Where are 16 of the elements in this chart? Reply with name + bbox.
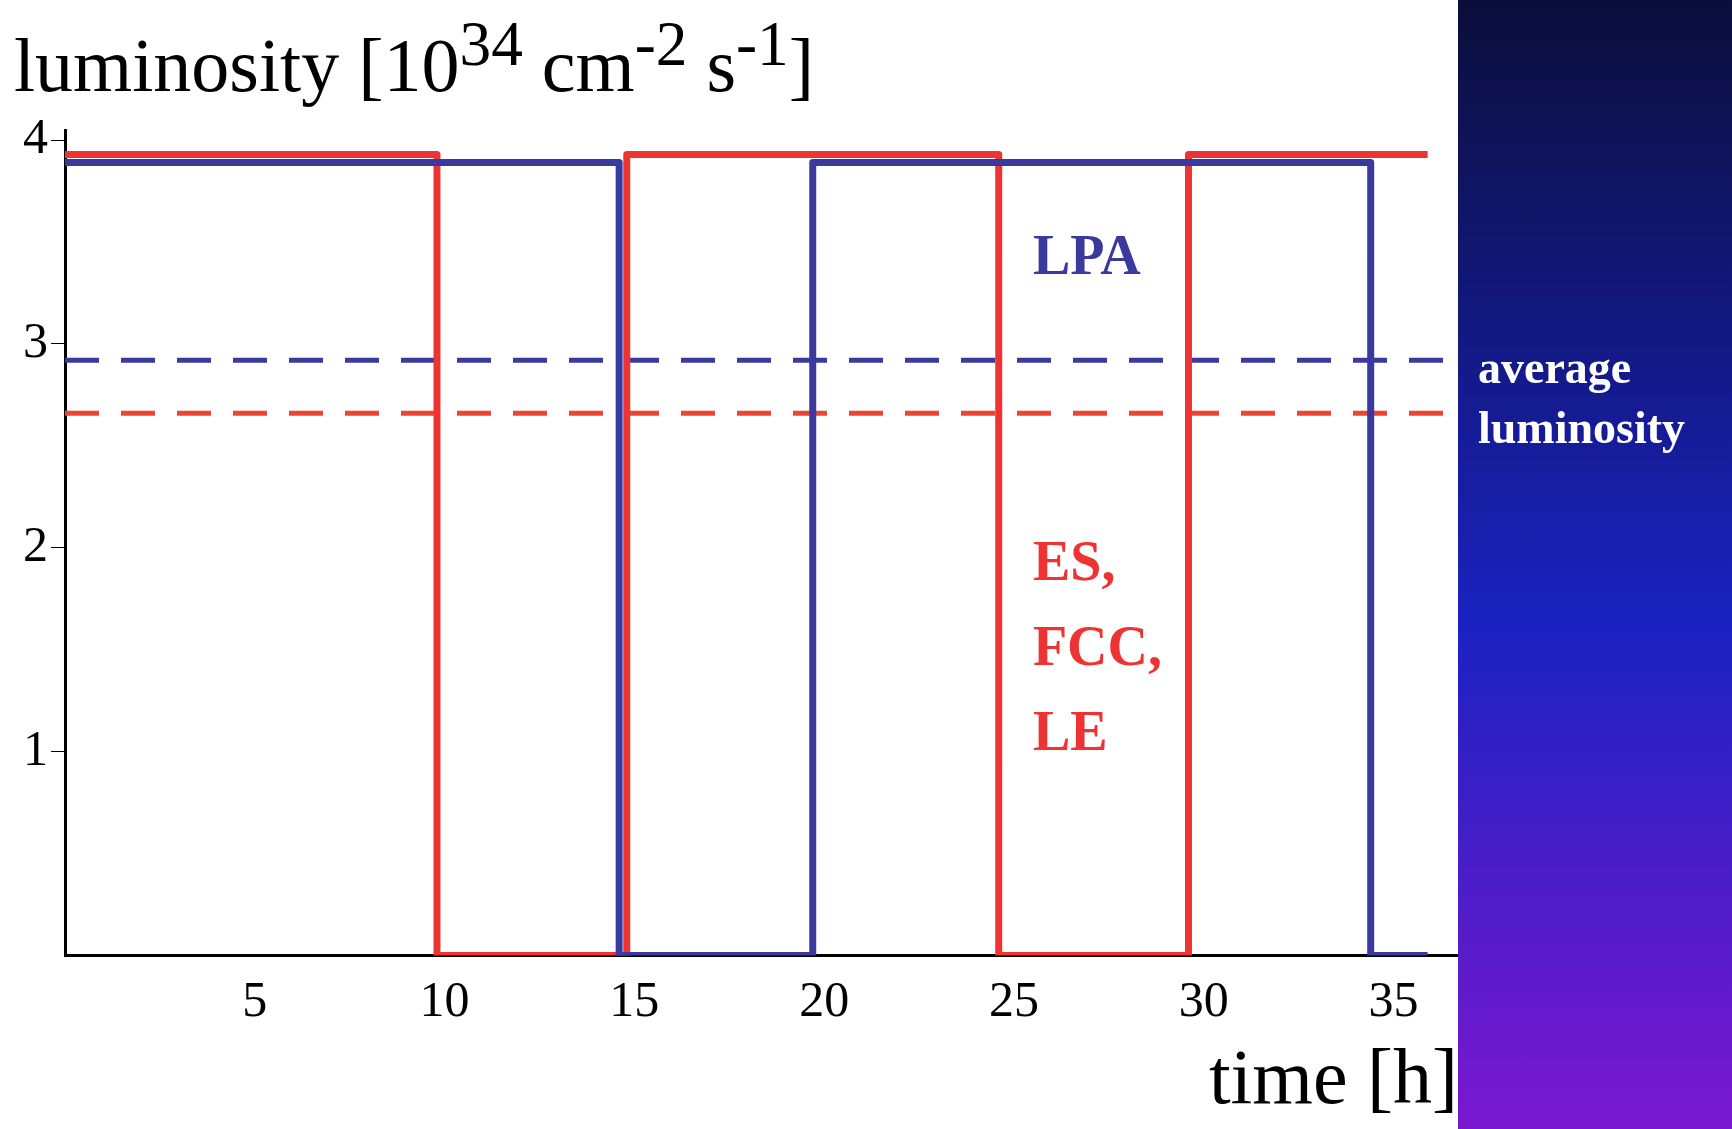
x-tick-label: 25 xyxy=(988,970,1039,1027)
text: average luminosity xyxy=(1478,341,1687,455)
y-axis-title: luminosity [10$^{34}$ cm$^{-2}$ s$^{-1}$] xyxy=(14,8,815,110)
x-tick-label: 10 xyxy=(419,970,470,1027)
y-tick-label: 4 xyxy=(23,108,48,165)
x-tick-label: 35 xyxy=(1368,970,1419,1027)
x-axis-title: time [h] xyxy=(1208,1032,1458,1120)
series-label: LPA xyxy=(1032,224,1142,287)
x-tick-label: 5 xyxy=(242,970,268,1027)
x-tick-label: 15 xyxy=(609,970,660,1027)
y-tick-label: 2 xyxy=(23,515,48,572)
series-label: ES, FCC, LE xyxy=(1032,530,1162,763)
x-tick-label: 20 xyxy=(799,970,850,1027)
y-tick-label: 1 xyxy=(23,719,48,776)
x-tick-label: 30 xyxy=(1178,970,1229,1027)
y-tick-label: 3 xyxy=(23,312,48,369)
